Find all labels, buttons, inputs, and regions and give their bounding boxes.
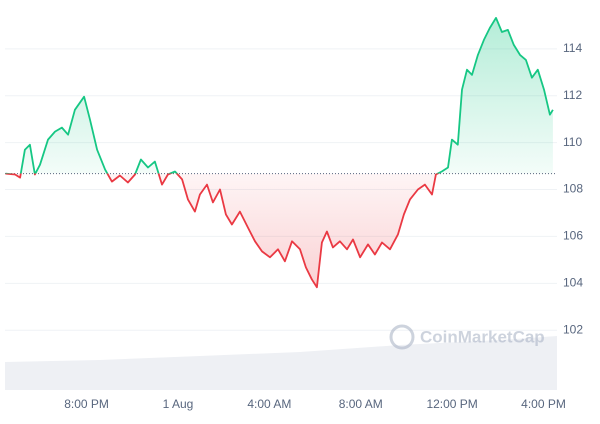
x-tick-label: 4:00 PM: [521, 397, 566, 411]
watermark: CoinMarketCap: [389, 324, 545, 350]
y-tick-label: 112: [563, 88, 582, 102]
x-tick-label: 1 Aug: [163, 397, 194, 411]
watermark-logo: [389, 324, 415, 350]
y-tick-label: 110: [563, 135, 582, 149]
watermark-text: CoinMarketCap: [420, 327, 545, 346]
y-tick-label: 104: [563, 275, 583, 289]
x-tick-label: 8:00 AM: [339, 397, 383, 411]
y-tick-label: 108: [563, 182, 583, 196]
y-tick-label: 106: [563, 229, 583, 243]
plot: [5, 17, 557, 289]
x-tick-label: 4:00 AM: [247, 397, 291, 411]
area: [5, 17, 553, 288]
x-tick-label: 8:00 PM: [64, 397, 109, 411]
x-tick-label: 12:00 PM: [426, 397, 477, 411]
price-line: [5, 17, 554, 289]
y-tick-label: 102: [563, 322, 583, 336]
y-tick-label: 114: [563, 41, 582, 55]
volume-area: [5, 336, 557, 390]
